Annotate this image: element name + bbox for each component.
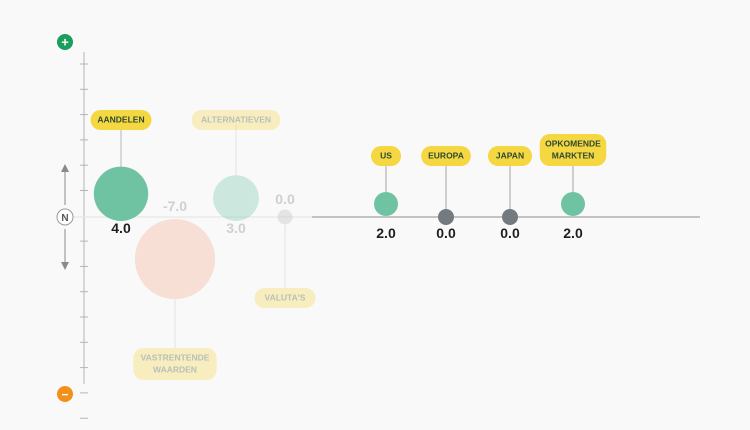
label-pill-japan-bg [487,146,533,166]
minus-icon-symbol: − [61,388,68,402]
bubble-japan [502,209,518,225]
value-label-group-aandelen: 4.0 [111,220,131,236]
value-label-vastrentende-waarden: -7.0 [163,198,187,214]
label-pill-vastrentende-waarden: VASTRENTENDE WAARDEN [133,348,217,380]
label-pill-opkomende-markten-text: MARKTEN [552,151,595,161]
minus-icon: − [57,386,73,402]
value-label-group-valuta-s: 0.0 [275,191,295,207]
bubble-valuta-s [277,209,293,225]
plus-icon: + [57,34,73,50]
up-arrow-icon [61,164,69,172]
label-pill-alternatieven-bg [191,110,281,130]
bubble-opkomende-markten [561,192,585,216]
label-pill-japan-text: JAPAN [496,151,524,161]
asset-class-alternatieven [213,125,259,222]
down-arrow-icon [61,262,69,270]
value-label-japan: 0.0 [500,225,520,241]
label-pill-valuta-s-bg [254,288,316,308]
bubble-us [374,192,398,216]
value-label-alternatieven: 3.0 [226,220,246,236]
label-pill-vastrentende-waarden-text: VASTRENTENDE [141,353,210,363]
bubble-aandelen [93,166,149,221]
label-pill-us: US [371,146,401,166]
value-label-group-alternatieven: 3.0 [226,220,246,236]
neutral-marker-label: N [61,213,68,224]
label-pill-aandelen-text: AANDELEN [97,115,144,125]
label-pill-us-bg [371,146,401,166]
label-pill-vastrentende-waarden-bg [133,348,217,380]
value-label-aandelen: 4.0 [111,220,131,236]
value-label-europa: 0.0 [436,225,456,241]
label-pill-alternatieven-text: ALTERNATIEVEN [201,115,271,125]
asset-class-vastrentende-waarden [134,219,216,348]
value-label-us: 2.0 [376,225,396,241]
label-pill-valuta-s: VALUTA'S [254,288,316,308]
value-label-group-vastrentende-waarden: -7.0 [163,198,187,214]
label-pill-europa: EUROPA [421,146,471,166]
label-pill-opkomende-markten-bg [539,134,607,166]
label-pill-aandelen-bg [90,110,152,130]
label-pill-vastrentende-waarden-text: WAARDEN [153,365,197,375]
label-pill-opkomende-markten-text: OPKOMENDE [545,139,601,149]
value-label-opkomende-markten: 2.0 [563,225,583,241]
label-pill-valuta-s-text: VALUTA'S [265,293,306,303]
asset-class-valuta-s [277,209,293,288]
plus-icon-symbol: + [61,35,69,50]
neutral-marker [56,208,74,226]
label-pill-opkomende-markten: OPKOMENDE MARKTEN [539,134,607,166]
label-pill-alternatieven: ALTERNATIEVEN [191,110,281,130]
bubble-vastrentende-waarden [134,219,216,300]
bubble-europa [438,209,454,225]
label-pill-europa-bg [421,146,471,166]
value-label-valuta-s: 0.0 [275,191,295,207]
label-pill-europa-text: EUROPA [428,151,464,161]
label-pill-us-text: US [380,151,392,161]
label-pill-aandelen: AANDELEN [90,110,152,130]
label-pill-japan: JAPAN [487,146,533,166]
bubble-alternatieven [213,175,259,222]
asset-class-aandelen [93,125,149,221]
